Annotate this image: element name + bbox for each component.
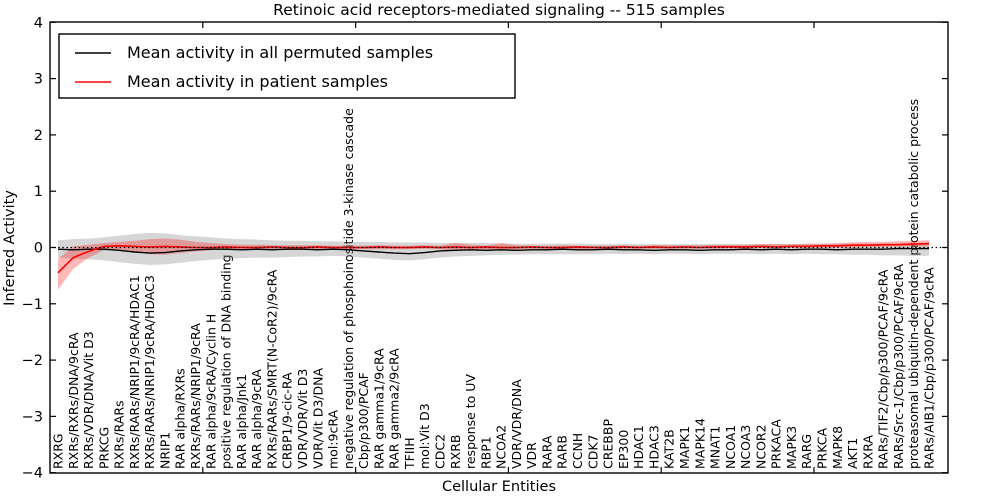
x-tick-label: RAR gamma2/9cRA <box>387 348 402 469</box>
legend-label-permuted: Mean activity in all permuted samples <box>127 43 433 62</box>
x-tick-label: VDR/VDR/Vit D3 <box>295 369 310 469</box>
bands <box>58 232 929 290</box>
y-tick-label: 4 <box>34 15 43 31</box>
x-tick-label: RAR alpha/9cRA <box>249 369 264 469</box>
x-tick-label: MAPK3 <box>784 426 799 469</box>
patient-band <box>58 238 929 290</box>
legend: Mean activity in all permuted samples Me… <box>58 33 516 99</box>
x-tick-label: RBP1 <box>478 436 493 469</box>
permuted-mean-line <box>57 247 929 255</box>
x-tick-label: Cbp/p300/PCAF <box>356 372 371 469</box>
x-tick-label: NCOR2 <box>753 424 768 469</box>
y-tick-label: 3 <box>34 72 43 88</box>
x-tick-label: CDK7 <box>585 434 600 469</box>
x-tick-label: NCOA2 <box>494 425 509 469</box>
x-category-labels: RXRG RXRs/RXRs/DNA/9cRA RXRs/VDR/DNA/Vit D… <box>51 99 937 470</box>
x-tick-label: PRKACA <box>769 419 784 469</box>
x-tick-label: RARG <box>799 434 814 469</box>
x-tick-label: AKT1 <box>845 438 860 469</box>
x-tick-label: RXRs/RARs/NRIP1/9cRA/HDAC1 <box>127 275 142 469</box>
x-tick-label: RXRA <box>860 435 875 469</box>
x-tick-label: RXRs/RARs/NRIP1/9cRA <box>188 323 203 469</box>
x-tick-label: RXRs/RARs <box>112 400 127 469</box>
y-tick-label: 2 <box>34 128 43 144</box>
y-tick-label: −2 <box>22 353 43 369</box>
x-tick-label: RARs/Src-1/Cbp/p300/PCAF/9cRA <box>891 263 906 469</box>
x-tick-label: proteasomal ubiquitin-dependent protein … <box>906 99 921 469</box>
x-tick-label: MNAT1 <box>708 426 723 469</box>
x-tick-label: NCOA1 <box>723 425 738 469</box>
x-tick-label: VDR/Vit D3/DNA <box>310 368 325 469</box>
x-tick-label: RXRs/RARs/NRIP1/9cRA/HDAC3 <box>142 275 157 469</box>
x-tick-label: RXRs/RXRs/DNA/9cRA <box>66 332 81 469</box>
x-tick-label: CREBBP <box>601 419 616 469</box>
x-tick-label: positive regulation of DNA binding <box>219 254 234 469</box>
x-tick-label: MAPK1 <box>677 426 692 469</box>
x-tick-label: HDAC1 <box>631 425 646 469</box>
x-tick-label: TFIIH <box>402 437 417 470</box>
x-tick-label: EP300 <box>616 430 631 469</box>
legend-box <box>58 33 516 99</box>
x-tick-label: PRKCG <box>96 427 111 469</box>
x-tick-label: RARA <box>539 435 554 469</box>
axes-frame <box>49 21 949 474</box>
x-tick-label: RXRG <box>51 433 66 469</box>
legend-label-patient: Mean activity in patient samples <box>127 72 388 91</box>
x-axis-label: Cellular Entities <box>442 479 556 495</box>
x-tick-label: VDR <box>524 442 539 469</box>
x-tick-label: RAR alpha/RXRs <box>173 368 188 469</box>
x-tick-label: RAR alpha/9cRA/Cyclin H <box>203 314 218 469</box>
x-tick-label: RAR alpha/Jnk1 <box>234 374 249 469</box>
x-tick-label: NRIP1 <box>157 432 172 469</box>
x-tick-label: PRKCA <box>815 428 830 469</box>
chart-title: Retinoic acid receptors-mediated signali… <box>273 1 725 19</box>
x-tick-label: RXRs/RARs/SMRT(N-CoR2)/9cRA <box>264 269 279 469</box>
x-tick-label: mol:9cRA <box>326 409 341 469</box>
x-tick-label: RARs/TIF2/Cbp/p300/PCAF/9cRA <box>876 269 891 469</box>
x-tick-label: CCNH <box>570 433 585 469</box>
permuted-band <box>58 232 929 265</box>
x-tick-label: response to UV <box>463 374 478 469</box>
y-tick-label: −3 <box>22 409 43 425</box>
x-tick-label: RARs/AIB1/Cbp/p300/PCAF/9cRA <box>921 267 936 469</box>
y-tick-label: −4 <box>22 466 43 482</box>
x-tick-label: MAPK8 <box>830 426 845 469</box>
x-tick-label: RXRB <box>448 434 463 469</box>
x-tick-label: KAT2B <box>662 429 677 469</box>
x-tick-label: RARB <box>555 435 570 469</box>
y-axis-label: Inferred Activity <box>2 190 18 306</box>
x-tick-label: RXRs/VDR/DNA/Vit D3 <box>81 331 96 469</box>
x-tick-label: VDR/VDR/DNA <box>509 379 524 469</box>
y-tick-label: 0 <box>34 241 43 257</box>
x-tick-label: NCOA3 <box>738 425 753 469</box>
x-tick-label: MAPK14 <box>692 418 707 469</box>
x-tick-label: CRBP1/9-cic-RA <box>280 372 295 469</box>
x-tick-label: RAR gamma1/9cRA <box>371 348 386 469</box>
y-tick-labels: 4 3 2 1 0 −1 −2 −3 −4 <box>22 15 43 481</box>
x-tick-label: CDC2 <box>433 434 448 469</box>
x-tick-label: negative regulation of phosphoinositide … <box>341 108 356 469</box>
y-tick-label: 1 <box>34 184 43 200</box>
y-tick-label: −1 <box>22 297 43 313</box>
x-tick-label: mol:Vit D3 <box>417 403 432 469</box>
x-tick-label: HDAC3 <box>646 425 661 469</box>
